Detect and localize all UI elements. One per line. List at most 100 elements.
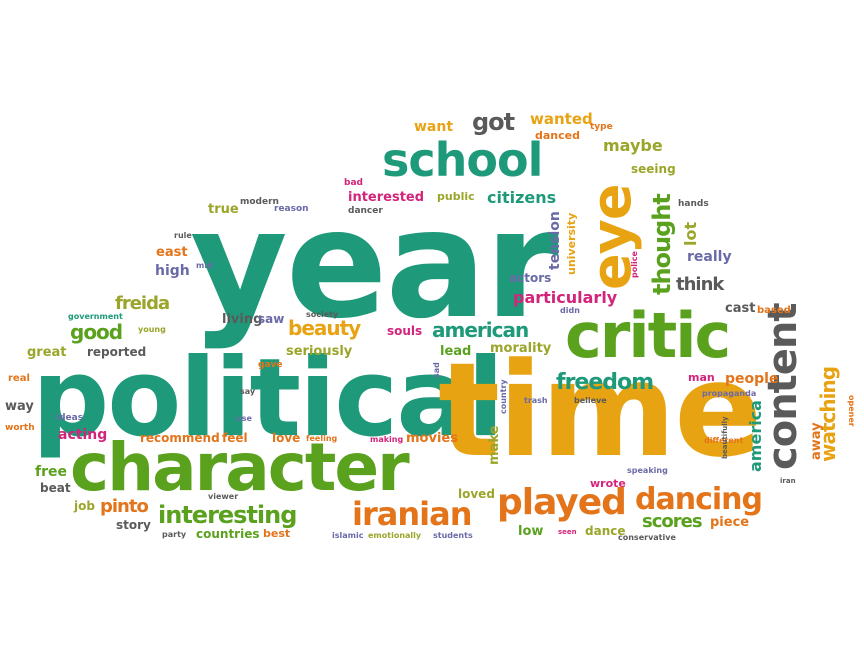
word-dance: dance bbox=[585, 524, 626, 538]
word-high: high bbox=[155, 263, 190, 279]
word-beat: beat bbox=[40, 481, 71, 495]
word-danced: danced bbox=[535, 129, 580, 142]
word-interested: interested bbox=[348, 190, 425, 205]
word-police: police bbox=[630, 251, 639, 278]
word-east: east bbox=[156, 245, 188, 260]
word-worth: worth bbox=[5, 423, 35, 433]
word-away: away bbox=[809, 422, 824, 460]
word-modern: modern bbox=[240, 197, 279, 207]
word-think: think bbox=[676, 274, 724, 295]
word-maybe: maybe bbox=[603, 136, 663, 155]
word-loved: loved bbox=[458, 487, 495, 501]
word-critic: critic bbox=[565, 299, 731, 372]
word-beautifully: beautifully bbox=[721, 416, 729, 459]
word-type: type bbox=[590, 122, 613, 132]
word-year: year bbox=[190, 178, 559, 352]
word-played: played bbox=[497, 482, 627, 523]
word-dancer: dancer bbox=[348, 206, 383, 216]
word-pinto: pinto bbox=[100, 496, 149, 517]
word-public: public bbox=[437, 190, 475, 203]
word-people: people bbox=[725, 371, 779, 387]
word-party: party bbox=[162, 530, 187, 539]
word-trash: trash bbox=[524, 396, 548, 405]
word-job: job bbox=[74, 499, 95, 513]
word-seeing: seeing bbox=[631, 162, 676, 176]
word-rule: rule bbox=[174, 231, 192, 240]
word-speaking: speaking bbox=[627, 466, 668, 475]
word-opener: opener bbox=[847, 395, 856, 427]
word-wrote: wrote bbox=[590, 477, 626, 490]
word-true: true bbox=[208, 202, 239, 217]
word-dancing: dancing bbox=[635, 482, 763, 517]
word-free: free bbox=[35, 464, 67, 480]
word-emotionally: emotionally bbox=[368, 531, 422, 540]
word-country: country bbox=[499, 379, 508, 414]
word-students: students bbox=[433, 531, 473, 540]
word-freedom: freedom bbox=[556, 370, 654, 395]
word-best: best bbox=[263, 527, 291, 540]
word-mid: mid bbox=[196, 261, 213, 270]
word-got: got bbox=[472, 108, 515, 136]
word-man: man bbox=[688, 371, 715, 384]
word-story: story bbox=[116, 518, 151, 532]
word-seriously: seriously bbox=[286, 344, 353, 359]
word-making: making bbox=[370, 435, 404, 444]
word-tension: tension bbox=[547, 211, 563, 270]
word-conservative: conservative bbox=[618, 533, 676, 542]
word-time: time bbox=[438, 334, 762, 486]
word-viewer: viewer bbox=[208, 492, 239, 501]
word-saw: saw bbox=[258, 312, 285, 326]
word-good: good bbox=[70, 320, 123, 344]
word-iranian: iranian bbox=[352, 495, 472, 533]
word-way: way bbox=[5, 399, 34, 414]
word-piece: piece bbox=[710, 515, 750, 530]
word-low: low bbox=[518, 524, 544, 539]
word-school: school bbox=[382, 133, 543, 187]
word-recommend: recommend bbox=[140, 431, 220, 445]
word-want: want bbox=[414, 119, 454, 135]
word-feeling: feeling bbox=[306, 434, 338, 443]
word-countries: countries bbox=[196, 527, 260, 541]
word-university: university bbox=[565, 212, 578, 275]
word-seen: seen bbox=[558, 528, 577, 536]
word-america: america bbox=[746, 400, 765, 472]
word-morality: morality bbox=[490, 341, 552, 356]
word-freida: freida bbox=[115, 293, 170, 314]
word-souls: souls bbox=[387, 324, 423, 338]
word-bad: bad bbox=[344, 178, 363, 188]
word-propaganda: propaganda bbox=[702, 389, 757, 398]
word-government: government bbox=[68, 312, 123, 321]
word-love: love bbox=[272, 431, 301, 445]
word-lot: lot bbox=[681, 221, 700, 246]
word-acting: acting bbox=[58, 427, 108, 443]
word-gave: gave bbox=[258, 360, 283, 370]
word-young: young bbox=[138, 325, 166, 334]
word-actors: actors bbox=[509, 271, 552, 285]
word-american: american bbox=[432, 318, 529, 342]
word-reported: reported bbox=[87, 345, 147, 359]
word-make: make bbox=[487, 425, 502, 465]
word-particularly: particularly bbox=[513, 288, 618, 307]
word-beauty: beauty bbox=[288, 316, 361, 340]
word-political: political bbox=[32, 336, 504, 461]
word-interesting: interesting bbox=[158, 501, 297, 529]
word-really: really bbox=[687, 249, 732, 265]
word-ideas: ideas bbox=[56, 413, 84, 423]
word-feel: feel bbox=[222, 431, 248, 445]
word-character: character bbox=[70, 429, 410, 506]
word-say: say bbox=[240, 387, 256, 396]
word-cast: cast bbox=[725, 301, 756, 316]
word-living: living bbox=[222, 312, 263, 327]
word-based: based bbox=[757, 305, 791, 316]
word-thought: thought bbox=[648, 194, 676, 295]
word-society: society bbox=[306, 310, 339, 319]
word-reason: reason bbox=[274, 204, 309, 214]
word-different: different bbox=[704, 436, 744, 445]
word-islamic: islamic bbox=[332, 531, 364, 540]
word-movies: movies bbox=[406, 431, 458, 446]
word-scores: scores bbox=[642, 511, 703, 532]
word-wanted: wanted bbox=[530, 110, 593, 128]
word-great: great bbox=[27, 345, 67, 360]
word-use: use bbox=[236, 414, 252, 423]
word-lead: lead bbox=[440, 344, 472, 359]
